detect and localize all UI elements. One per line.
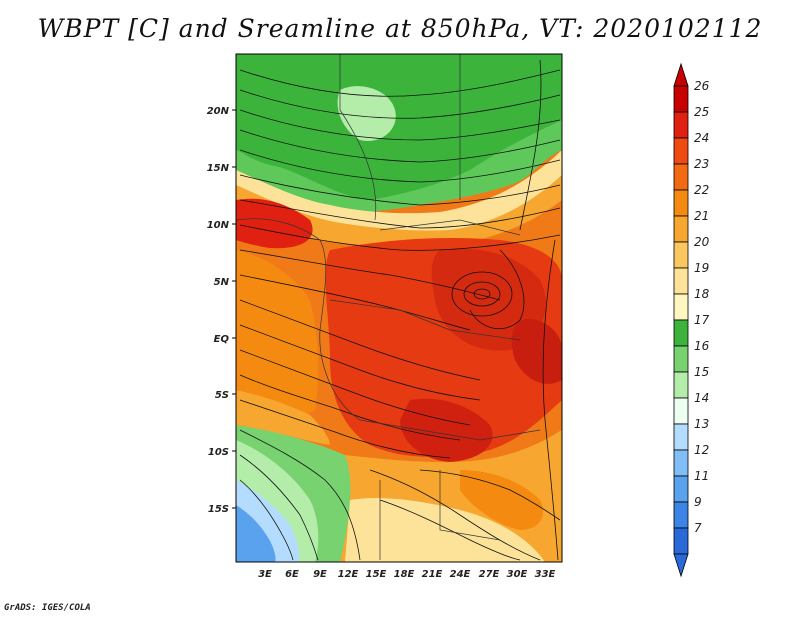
colorbar-label: 26 — [694, 79, 710, 93]
lat-label: EQ — [214, 334, 230, 345]
colorbar-label: 14 — [694, 391, 709, 405]
map-title: WBPT [C] and Sreamline at 850hPa, VT: 20… — [37, 14, 763, 43]
streamlines — [239, 59, 561, 561]
lon-label: 3E — [258, 569, 272, 580]
lon-label: 15E — [366, 569, 387, 580]
colorbar-label: 12 — [694, 443, 709, 457]
lat-label: 15N — [207, 163, 230, 174]
colorbar-label: 24 — [694, 131, 709, 145]
lon-label: 12E — [338, 569, 359, 580]
lat-label: 5S — [215, 390, 229, 401]
credit-text: GrADS: IGES/COLA — [4, 603, 91, 613]
colorbar-swatch — [673, 319, 689, 347]
lat-label: 15S — [208, 504, 229, 515]
colorbar-label: 23 — [694, 157, 709, 171]
colorbar-swatch — [673, 215, 689, 243]
map-frame — [235, 53, 563, 563]
lat-label: 5N — [214, 277, 230, 288]
lon-label: 27E — [479, 569, 500, 580]
colorbar-label: 20 — [694, 235, 710, 249]
colorbar-label: 7 — [694, 521, 702, 535]
colorbar: 26 25 24 23 22 21 20 19 18 17 16 15 14 13 12 11 9 7 — [673, 62, 710, 578]
colorbar-bottom-arrow — [673, 553, 689, 578]
lat-label: 10N — [207, 220, 230, 231]
colorbar-swatch — [673, 189, 689, 217]
colorbar-label: 9 — [694, 495, 702, 509]
colorbar-swatch — [673, 163, 689, 191]
colorbar-swatch — [673, 397, 689, 425]
colorbar-swatch — [673, 85, 689, 113]
colorbar-label: 11 — [694, 469, 709, 483]
colorbar-swatch — [673, 345, 689, 373]
wbpt-field — [236, 54, 562, 562]
longitude-axis: 3E 6E 9E 12E 15E 18E 21E 24E 27E 30E 33E — [258, 569, 555, 580]
country-borders — [236, 54, 541, 560]
colorbar-label: 16 — [694, 339, 710, 353]
latitude-axis: 20N 15N 10N 5N EQ 5S 10S 15S — [207, 106, 236, 515]
colorbar-swatch — [673, 267, 689, 295]
colorbar-swatch — [673, 449, 689, 477]
colorbar-swatch — [673, 241, 689, 269]
colorbar-swatch — [673, 501, 689, 529]
colorbar-label: 15 — [694, 365, 709, 379]
colorbar-swatch — [673, 475, 689, 503]
lon-label: 21E — [422, 569, 443, 580]
colorbar-label: 17 — [694, 313, 710, 327]
lat-label: 10S — [208, 447, 229, 458]
lon-label: 33E — [535, 569, 556, 580]
colorbar-top-arrow — [673, 62, 689, 87]
colorbar-swatch — [673, 527, 689, 555]
colorbar-swatch — [673, 293, 689, 321]
lon-label: 9E — [313, 569, 327, 580]
colorbar-swatch — [673, 371, 689, 399]
colorbar-label: 22 — [694, 183, 709, 197]
lon-label: 18E — [394, 569, 415, 580]
colorbar-label: 25 — [694, 105, 709, 119]
lon-label: 24E — [450, 569, 471, 580]
colorbar-label: 19 — [694, 261, 709, 275]
colorbar-label: 21 — [694, 209, 709, 223]
colorbar-swatch — [673, 111, 689, 139]
lon-label: 30E — [507, 569, 528, 580]
colorbar-label: 13 — [694, 417, 709, 431]
colorbar-swatch — [673, 423, 689, 451]
lat-label: 20N — [207, 106, 230, 117]
colorbar-label: 18 — [694, 287, 710, 301]
lon-label: 6E — [285, 569, 299, 580]
colorbar-swatch — [673, 137, 689, 165]
